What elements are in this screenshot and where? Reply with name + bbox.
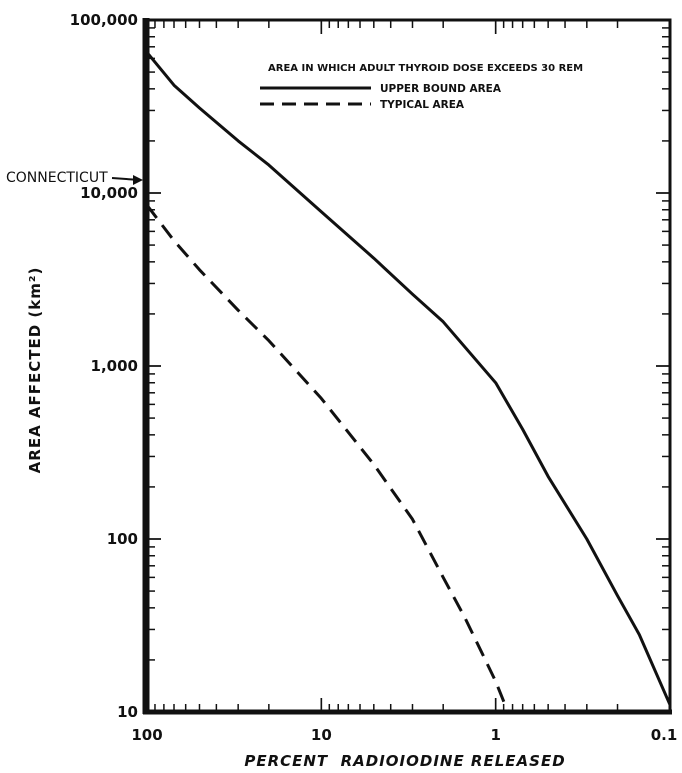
series-lines: [145, 51, 672, 713]
y-tick-labels: 10 100 1,000 10,000 100,000: [70, 11, 138, 721]
annotation-arrow-head: [133, 175, 143, 185]
x-tick-label: 0.1: [651, 726, 678, 744]
series-line-upper-bound-area: [145, 51, 672, 706]
series-line-typical-area: [145, 204, 510, 713]
y-tick-label: 100: [107, 530, 138, 548]
legend: AREA IN WHICH ADULT THYROID DOSE EXCEEDS…: [260, 63, 583, 111]
x-tick-label: 1: [490, 726, 500, 744]
annotation-connecticut: CONNECTICUT: [6, 170, 108, 186]
x-tick-label: 100: [131, 726, 162, 744]
x-tick-label: 10: [311, 726, 332, 744]
plot-frame: [145, 18, 672, 714]
y-tick-label: 10: [117, 703, 138, 721]
y-axis-title: AREA AFFECTED (km²): [26, 267, 44, 474]
tick-marks: [146, 19, 671, 713]
x-tick-labels: 100 10 1 0.1: [131, 726, 677, 744]
legend-label-typical: TYPICAL AREA: [380, 99, 465, 111]
connecticut-annotation: CONNECTICUT: [6, 170, 143, 186]
y-tick-label: 100,000: [70, 11, 138, 29]
y-tick-label: 10,000: [80, 184, 138, 202]
x-axis-title: PERCENT RADIOIODINE RELEASED: [244, 752, 565, 770]
y-tick-label: 1,000: [91, 357, 138, 375]
legend-label-upper: UPPER BOUND AREA: [380, 83, 502, 95]
legend-title: AREA IN WHICH ADULT THYROID DOSE EXCEEDS…: [268, 63, 583, 74]
